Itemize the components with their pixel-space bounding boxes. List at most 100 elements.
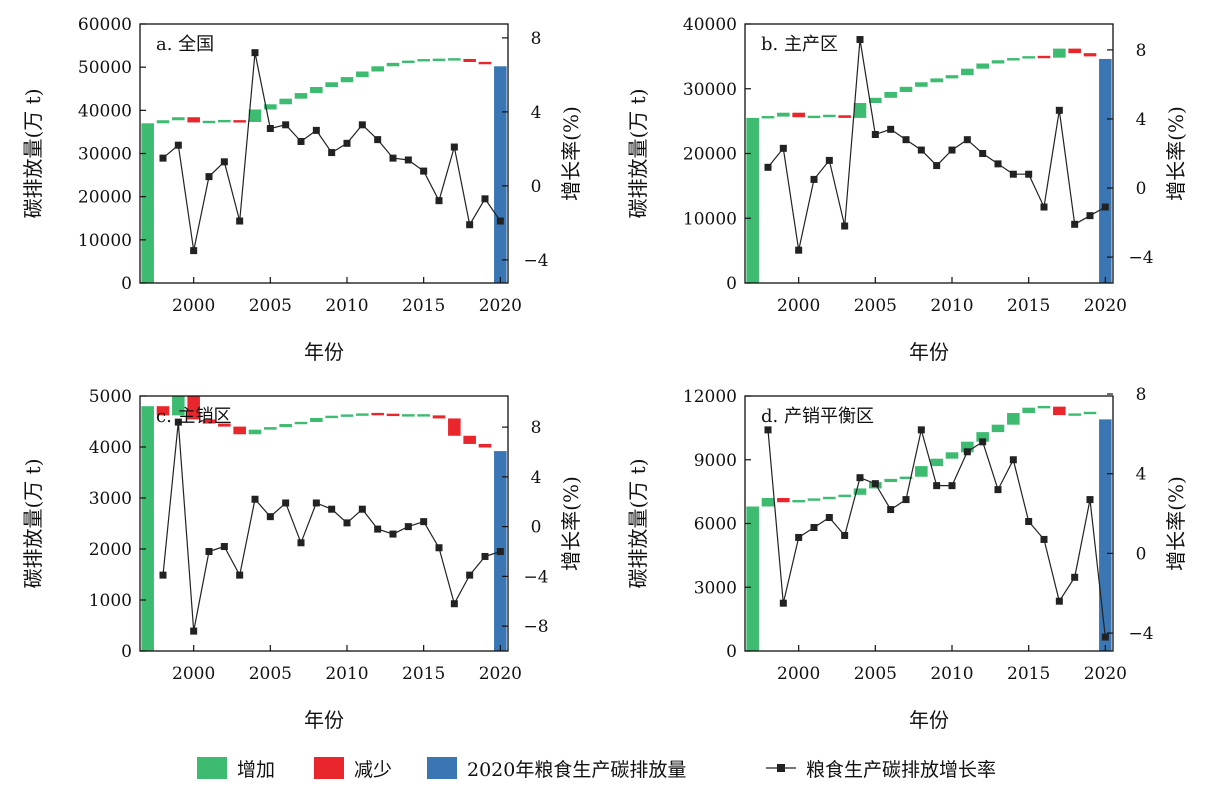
growth-rate-point-2001	[205, 173, 213, 181]
bar-decrease-2019	[478, 61, 492, 65]
growth-rate-point-2001	[810, 523, 818, 531]
bar-decrease-2003	[838, 115, 851, 118]
growth-rate-point-2019	[481, 195, 489, 203]
bar-increase-1998	[761, 116, 775, 119]
y-tick-label: 30000	[78, 145, 132, 165]
growth-rate-point-2014	[404, 523, 412, 531]
bar-increase-2006	[279, 98, 292, 105]
legend-label-line: 粮食生产碳排放增长率	[806, 759, 996, 781]
bar-increase-2004	[248, 429, 262, 435]
y-tick-label: 10000	[683, 209, 737, 229]
growth-rate-point-2003	[236, 571, 244, 579]
growth-rate-point-2012	[374, 136, 382, 144]
growth-rate-point-2003	[236, 217, 244, 225]
x-tick-label: 2005	[249, 296, 292, 316]
bar-increase-2016	[1037, 405, 1051, 409]
bar-increase-2014	[402, 414, 415, 417]
bar-start-1997	[746, 117, 759, 283]
panels: 2000 2005 2010 2015 202001000020000300004000…	[21, 15, 1188, 732]
bar-increase-2015	[417, 414, 430, 417]
growth-rate-point-2012	[979, 150, 987, 157]
chart-panel-1: 2000 2005 2010 2015 2020 0 10000 20000 30000 4000…	[21, 15, 583, 364]
bar-decrease-2000	[792, 112, 805, 118]
growth-rate-point-2005	[871, 131, 879, 139]
growth-rate-point-2004	[856, 36, 864, 44]
x-tick-label: 2005	[249, 664, 292, 684]
y-axis-title: 碳排放量(万 t)	[626, 89, 650, 219]
growth-rate-point-2020	[496, 547, 504, 555]
growth-rate-point-2015	[1025, 518, 1033, 526]
legend-swatch-total	[427, 757, 457, 779]
x-tick-label: 2015	[402, 296, 445, 316]
bar-decrease-2000	[187, 396, 200, 420]
y2-axis-title: 增长率(%)	[559, 476, 583, 571]
growth-rate-point-2018	[1071, 220, 1079, 228]
growth-rate-point-2011	[963, 448, 971, 456]
bar-increase-2014	[1007, 413, 1020, 425]
bar-decrease-2000	[187, 117, 200, 123]
growth-rate-point-2002	[220, 543, 228, 551]
y-tick-label: 1000	[89, 591, 132, 611]
growth-rate-point-2000	[190, 627, 198, 635]
bar-increase-2010	[945, 75, 959, 79]
growth-rate-point-2004	[251, 495, 259, 503]
x-tick-label: 2010	[325, 296, 368, 316]
y-tick-label: 3000	[89, 489, 132, 509]
growth-rate-line	[162, 422, 501, 632]
y-tick-label: 5000	[89, 387, 132, 407]
growth-rate-point-2016	[435, 544, 443, 552]
growth-rate-point-2000	[190, 247, 198, 255]
growth-rate-point-2019	[1086, 496, 1094, 504]
growth-rate-point-1999	[779, 599, 787, 607]
x-tick-label: 2005	[854, 296, 897, 316]
growth-rate-point-2001	[205, 547, 213, 555]
growth-rate-point-2014	[404, 156, 412, 164]
y-tick-label: 12000	[683, 387, 737, 407]
growth-rate-point-2015	[420, 518, 428, 526]
bar-start-1997	[141, 123, 154, 284]
y2-tick-label: 4	[531, 103, 542, 123]
bar-decrease-2017	[448, 418, 461, 436]
y-axis-title: 碳排放量(万 t)	[21, 459, 45, 589]
growth-rate-point-2008	[917, 426, 925, 434]
panel-title: d. 产销平衡区	[761, 406, 874, 427]
growth-rate-point-1998	[764, 426, 772, 434]
y-tick-label: 2000	[89, 540, 132, 560]
bar-increase-2004	[853, 102, 867, 118]
bar-increase-2007	[294, 421, 308, 425]
y2-tick-label: 8	[1136, 41, 1147, 61]
growth-rate-point-2004	[251, 49, 259, 57]
growth-rate-point-2011	[358, 505, 366, 513]
y2-tick-label: 4	[1136, 465, 1147, 485]
x-tick-label: 2020	[479, 296, 522, 316]
x-tick-label: 2020	[1084, 664, 1127, 684]
growth-rate-point-2009	[933, 482, 941, 490]
growth-rate-point-2002	[825, 514, 833, 522]
bar-increase-1999	[172, 117, 185, 121]
growth-rate-point-2008	[917, 146, 925, 154]
growth-rate-point-2016	[435, 197, 443, 205]
y-axis-title: 碳排放量(万 t)	[626, 459, 650, 589]
growth-rate-point-2012	[374, 525, 382, 533]
growth-rate-point-2020	[1101, 633, 1109, 641]
x-tick-label: 2015	[1007, 296, 1050, 316]
y-tick-label: 9000	[694, 451, 737, 471]
growth-rate-point-2000	[795, 246, 803, 254]
bar-increase-2007	[294, 93, 308, 99]
legend-swatch-decrease	[314, 757, 344, 779]
growth-rate-point-2003	[841, 222, 849, 230]
growth-rate-point-2006	[887, 506, 895, 514]
bar-increase-2013	[991, 60, 1005, 64]
growth-rate-point-2014	[1009, 170, 1017, 178]
x-tick-label: 2020	[479, 664, 522, 684]
bar-start-1997	[141, 406, 154, 651]
bar-increase-2010	[340, 77, 354, 83]
bar-total-2020	[494, 66, 507, 283]
bar-increase-2005	[264, 104, 277, 110]
bar-increase-2002	[218, 119, 231, 123]
legend-swatch-line-marker	[777, 764, 785, 772]
bar-increase-2008	[310, 87, 323, 94]
growth-rate-point-2013	[389, 154, 397, 162]
growth-rate-point-2020	[1101, 203, 1109, 211]
growth-rate-point-2017	[1055, 597, 1063, 605]
